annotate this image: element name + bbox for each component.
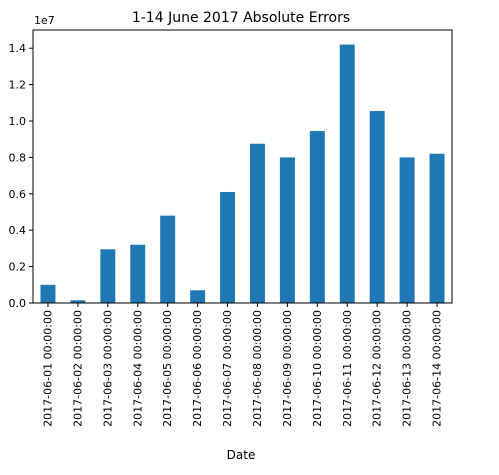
x-tick-label: 2017-06-05 00:00:00 (161, 310, 174, 427)
bar-2017-06-12 (369, 110, 385, 304)
bar-2017-06-04 (130, 244, 146, 303)
bars-layer (40, 44, 445, 304)
y-tick-label: 0.2 (9, 261, 27, 274)
bar-2017-06-01 (40, 284, 56, 303)
x-tick-label: 2017-06-14 00:00:00 (431, 310, 444, 427)
x-tick-label: 2017-06-09 00:00:00 (281, 310, 294, 427)
bar-2017-06-10 (309, 131, 325, 303)
x-tick-label: 2017-06-01 00:00:00 (41, 310, 54, 427)
x-tick-label: 2017-06-07 00:00:00 (221, 310, 234, 427)
bar-2017-06-13 (399, 157, 415, 303)
y-tick-label: 1.4 (9, 42, 27, 55)
y-axis: 0.0 0.2 0.4 0.6 0.8 1.0 1.2 1.4 (9, 42, 33, 310)
y-tick-label: 1.2 (9, 79, 27, 92)
y-tick-label: 0.0 (9, 297, 27, 310)
bar-2017-06-02 (70, 300, 86, 303)
plot-frame (32, 29, 453, 304)
y-tick-label: 0.6 (9, 188, 27, 201)
bar-2017-06-14 (429, 153, 445, 303)
x-tick-label: 2017-06-06 00:00:00 (191, 310, 204, 427)
x-tick-label: 2017-06-08 00:00:00 (251, 310, 264, 427)
bar-2017-06-03 (100, 249, 116, 303)
x-tick-label: 2017-06-03 00:00:00 (101, 310, 114, 427)
x-tick-label: 2017-06-13 00:00:00 (401, 310, 414, 427)
y-tick-label: 1.0 (9, 115, 27, 128)
x-tick-label: 2017-06-04 00:00:00 (131, 310, 144, 427)
bar-2017-06-08 (249, 143, 265, 303)
bar-2017-06-11 (339, 44, 355, 304)
bar-2017-06-06 (190, 290, 206, 303)
x-tick-label: 2017-06-10 00:00:00 (311, 310, 324, 427)
x-tick-label: 2017-06-12 00:00:00 (371, 310, 384, 427)
x-tick-label: 2017-06-11 00:00:00 (341, 310, 354, 427)
y-axis-offset-label: 1e7 (34, 14, 55, 27)
x-axis: 2017-06-01 00:00:00 2017-06-02 00:00:00 20… (41, 303, 444, 427)
x-tick-label: 2017-06-02 00:00:00 (71, 310, 84, 427)
y-tick-label: 0.4 (9, 224, 27, 237)
x-axis-label: Date (227, 448, 256, 462)
bar-2017-06-07 (220, 191, 236, 303)
bar-2017-06-05 (160, 215, 176, 303)
chart-title: 1-14 June 2017 Absolute Errors (132, 10, 350, 26)
y-tick-label: 0.8 (9, 151, 27, 164)
bar-2017-06-09 (279, 157, 295, 303)
